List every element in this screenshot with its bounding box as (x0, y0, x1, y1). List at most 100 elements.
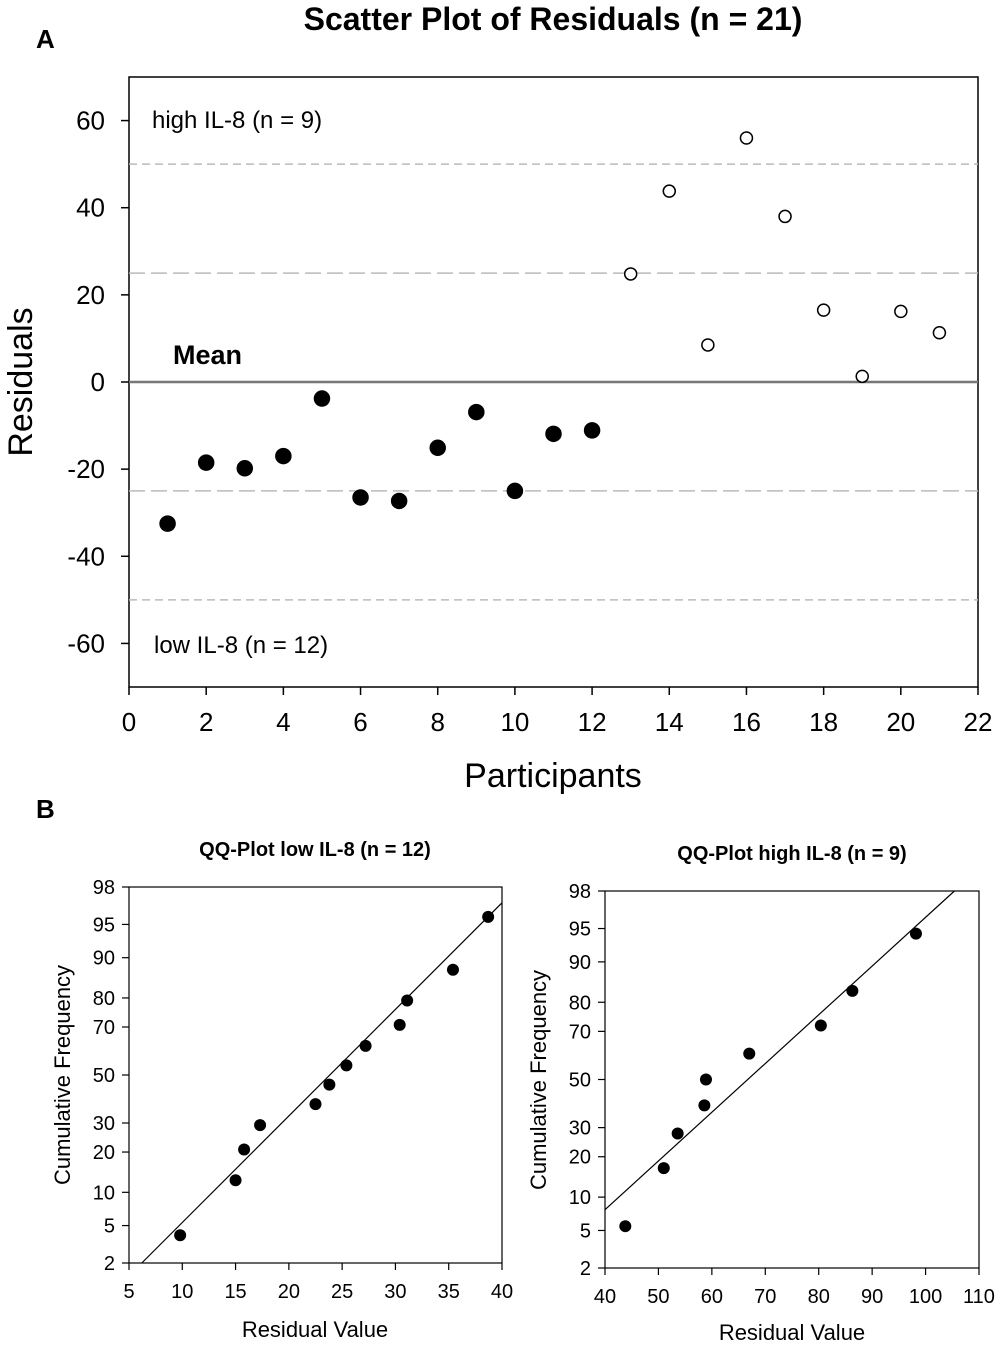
high-il8-point (894, 304, 908, 319)
qq-low-y-tick-label: 30 (93, 1113, 115, 1135)
qq-low-x-tick-label: 40 (491, 1281, 513, 1303)
qq-high-x-tick-label: 70 (754, 1286, 776, 1308)
x-axis-ticks: 0 2 4 6 8 10 12 14 16 18 20 22 (122, 687, 993, 737)
qq-low-x-tick-label: 5 (123, 1281, 134, 1303)
qq-low-x-tick-label: 20 (278, 1281, 300, 1303)
qq-low-y-tick-label: 80 (93, 988, 115, 1010)
qq-low-y-tick-label: 2 (104, 1253, 115, 1275)
panel-b-label: B (36, 794, 55, 824)
low-il8-point (429, 439, 446, 457)
qq-high-y-tick-label: 2 (580, 1258, 591, 1280)
x-tick-label: 2 (199, 707, 213, 737)
qq-low-point (393, 1018, 406, 1031)
y-tick-label: 60 (76, 106, 105, 136)
qq-low-y-tick-label: 5 (104, 1216, 115, 1238)
x-tick-label: 14 (655, 707, 684, 737)
qq-low-point (401, 994, 414, 1007)
qq-high-y-tick-label: 95 (569, 919, 591, 941)
x-tick-label: 4 (276, 707, 290, 737)
high-il8-point (932, 326, 947, 340)
high-il8-point (623, 267, 638, 281)
qq-low-y-tick-label: 95 (93, 914, 115, 936)
low-il8-annotation: low IL-8 (n = 12) (154, 632, 328, 659)
qq-low-x-tick-label: 25 (331, 1281, 353, 1303)
y-axis-label: Residuals (2, 307, 40, 456)
qq-high-y-label: Cumulative Frequency (526, 970, 551, 1190)
qq-high-y-tick-label: 10 (569, 1187, 591, 1209)
low-il8-point (313, 390, 331, 407)
x-tick-label: 18 (809, 707, 838, 737)
qq-high-fit-line (604, 890, 955, 1211)
qq-low-point (229, 1174, 242, 1187)
low-il8-point (275, 447, 292, 465)
qq-low-frame (128, 886, 503, 1264)
y-axis-ticks: -60 -40 -20 0 20 40 60 (67, 106, 129, 658)
qq-high-frame (604, 890, 980, 1269)
high-il8-point (855, 369, 869, 384)
qq-high-x-tick-label: 80 (808, 1286, 830, 1308)
qq-low-point (238, 1143, 251, 1156)
qq-low-point (309, 1098, 322, 1111)
qq-high-x-tick-label: 90 (861, 1286, 883, 1308)
y-tick-label: 20 (76, 280, 105, 310)
x-tick-label: 20 (886, 707, 915, 737)
high-il8-point (701, 338, 715, 352)
x-axis-label: Participants (464, 757, 642, 795)
qq-high-point (699, 1073, 712, 1086)
qq-low-title: QQ-Plot low IL-8 (n = 12) (199, 839, 431, 861)
qq-high-y-tick-label: 50 (569, 1070, 591, 1092)
y-tick-label: -60 (67, 628, 105, 658)
qq-high-y-tick-label: 80 (569, 992, 591, 1014)
qq-high-y-ticks: 2 5 10 20 30 50 70 80 90 95 98 (569, 881, 605, 1280)
low-il8-point (468, 403, 485, 421)
y-tick-label: -20 (67, 454, 105, 484)
qq-low-x-tick-label: 10 (171, 1281, 193, 1303)
qq-high-x-tick-label: 50 (647, 1286, 669, 1308)
y-tick-label: -40 (67, 541, 105, 571)
high-il8-annotation: high IL-8 (n = 9) (152, 107, 322, 134)
reference-lines (129, 163, 978, 601)
qq-low-y-tick-label: 10 (93, 1182, 115, 1204)
residual-chart-title: Scatter Plot of Residuals (n = 21) (304, 1, 803, 37)
qq-low-point (340, 1059, 353, 1072)
low-il8-point (236, 460, 254, 477)
qq-high-x-ticks: 40 50 60 70 80 90 100 110 (594, 1268, 995, 1308)
low-il8-point (352, 489, 369, 506)
qq-low-y-ticks: 2 5 10 20 30 50 70 80 90 95 98 (93, 877, 129, 1275)
qq-high-point (671, 1127, 684, 1140)
qq-low-y-tick-label: 50 (93, 1065, 115, 1087)
qq-high-point (909, 927, 922, 940)
qq-low-x-label: Residual Value (242, 1317, 388, 1342)
qq-low-point (359, 1039, 372, 1052)
qq-low-point (446, 963, 459, 976)
residual-scatter-panel: A Scatter Plot of Residuals (n = 21) Mea… (2, 1, 992, 795)
high-il8-point (816, 303, 831, 317)
low-il8-point (390, 492, 408, 510)
x-tick-label: 10 (500, 707, 529, 737)
x-tick-label: 0 (122, 707, 136, 737)
qq-low-point (254, 1119, 267, 1132)
high-il8-point (662, 184, 677, 198)
low-il8-point (583, 422, 601, 439)
qq-high-point (657, 1162, 670, 1175)
qq-plot-low-panel: QQ-Plot low IL-8 (n = 12) 5 10 15 20 25 30 35 4… (50, 839, 513, 1342)
qq-high-x-tick-label: 100 (909, 1286, 942, 1308)
qq-high-y-tick-label: 30 (569, 1118, 591, 1140)
low-il8-point (506, 482, 524, 500)
x-tick-label: 22 (964, 707, 993, 737)
qq-high-x-tick-label: 40 (594, 1286, 616, 1308)
qq-high-x-label: Residual Value (719, 1320, 865, 1345)
qq-high-title: QQ-Plot high IL-8 (n = 9) (677, 843, 906, 865)
qq-high-point (619, 1220, 632, 1233)
high-il8-point (739, 131, 754, 145)
high-il8-point (778, 209, 792, 224)
mean-label: Mean (173, 340, 242, 370)
low-il8-point (197, 454, 215, 471)
qq-low-x-tick-label: 35 (438, 1281, 460, 1303)
qq-plot-high-panel: QQ-Plot high IL-8 (n = 9) 40 50 60 70 80 90 10… (526, 843, 995, 1345)
qq-low-point (323, 1078, 336, 1091)
qq-high-y-tick-label: 90 (569, 952, 591, 974)
qq-high-point (698, 1099, 711, 1112)
panel-a-label: A (36, 24, 55, 54)
qq-low-y-label: Cumulative Frequency (50, 965, 75, 1185)
